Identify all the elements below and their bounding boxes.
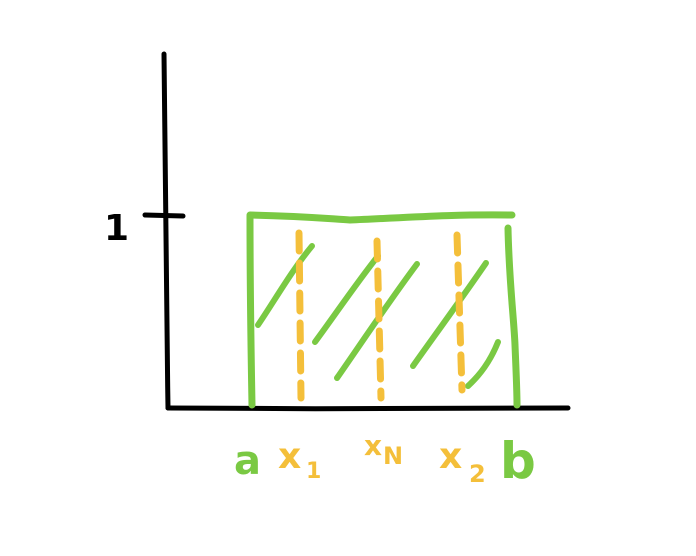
label-x2: x bbox=[439, 436, 462, 477]
uniform-region bbox=[246, 211, 521, 409]
region-top-edge bbox=[246, 211, 516, 224]
y-tick-label: 1 bbox=[104, 208, 129, 249]
sample-line-x1 bbox=[295, 229, 305, 402]
label-x2-subscript: 2 bbox=[469, 460, 486, 488]
x-axis bbox=[165, 405, 571, 412]
hatch-line bbox=[312, 253, 381, 345]
hatch-line bbox=[410, 260, 489, 369]
sample-line-xN bbox=[373, 237, 385, 402]
label-xN-subscript: N bbox=[383, 442, 403, 470]
region-hatching bbox=[255, 243, 501, 389]
hatch-line bbox=[465, 339, 501, 389]
y-tick-mark bbox=[142, 212, 186, 219]
label-x1: x bbox=[278, 436, 301, 477]
label-x1-subscript: 1 bbox=[306, 459, 321, 484]
sample-line-x2 bbox=[453, 231, 466, 394]
hatch-line bbox=[334, 261, 420, 381]
y-axis bbox=[161, 51, 171, 411]
region-right-edge bbox=[504, 224, 521, 409]
region-left-edge bbox=[246, 212, 256, 409]
axes bbox=[142, 51, 571, 412]
hatch-line bbox=[255, 243, 315, 328]
label-b: b bbox=[500, 432, 536, 490]
sample-lines bbox=[295, 229, 466, 402]
x-axis-labels: a x 1 x N x 2 b bbox=[234, 429, 536, 490]
label-a: a bbox=[234, 438, 261, 484]
label-xN: x bbox=[364, 429, 382, 462]
